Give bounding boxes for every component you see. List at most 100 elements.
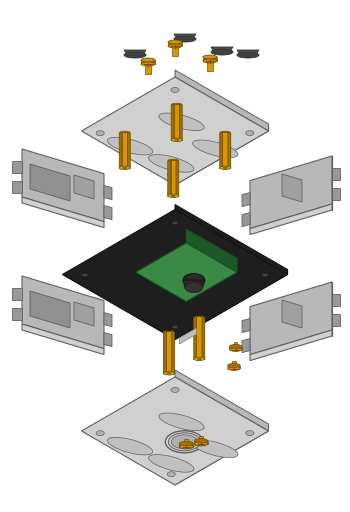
- Ellipse shape: [194, 315, 205, 318]
- Polygon shape: [211, 47, 233, 52]
- Ellipse shape: [122, 167, 127, 168]
- Polygon shape: [74, 302, 94, 326]
- Polygon shape: [250, 330, 332, 360]
- Ellipse shape: [203, 55, 217, 59]
- Polygon shape: [202, 316, 205, 359]
- Polygon shape: [12, 288, 22, 300]
- Polygon shape: [194, 280, 205, 288]
- Polygon shape: [228, 132, 231, 168]
- Polygon shape: [183, 280, 194, 288]
- Polygon shape: [332, 188, 340, 200]
- Ellipse shape: [179, 441, 193, 446]
- Polygon shape: [104, 333, 112, 347]
- Polygon shape: [175, 204, 288, 274]
- Polygon shape: [12, 308, 22, 320]
- Polygon shape: [176, 160, 179, 197]
- Polygon shape: [282, 174, 302, 202]
- Ellipse shape: [172, 325, 178, 329]
- Polygon shape: [166, 331, 172, 373]
- Ellipse shape: [223, 167, 228, 168]
- Polygon shape: [175, 424, 268, 485]
- Ellipse shape: [119, 166, 130, 169]
- Polygon shape: [332, 168, 340, 180]
- Ellipse shape: [167, 472, 175, 477]
- Polygon shape: [62, 209, 288, 339]
- Ellipse shape: [159, 113, 204, 131]
- Polygon shape: [186, 258, 237, 302]
- Ellipse shape: [228, 364, 240, 368]
- Ellipse shape: [171, 195, 175, 197]
- Polygon shape: [172, 42, 178, 56]
- Ellipse shape: [159, 413, 204, 431]
- Polygon shape: [168, 42, 182, 46]
- Ellipse shape: [141, 58, 155, 62]
- Polygon shape: [163, 331, 166, 374]
- Polygon shape: [332, 314, 340, 326]
- Polygon shape: [174, 34, 196, 39]
- Polygon shape: [104, 206, 112, 220]
- Ellipse shape: [141, 62, 155, 66]
- Polygon shape: [242, 338, 250, 353]
- Polygon shape: [250, 282, 332, 355]
- Ellipse shape: [194, 439, 208, 443]
- Polygon shape: [250, 156, 332, 228]
- Ellipse shape: [149, 155, 194, 172]
- Polygon shape: [220, 132, 223, 168]
- Polygon shape: [194, 441, 208, 443]
- Polygon shape: [180, 104, 182, 141]
- Ellipse shape: [168, 44, 182, 48]
- Ellipse shape: [107, 437, 153, 455]
- Polygon shape: [199, 436, 203, 443]
- Ellipse shape: [165, 431, 203, 453]
- Polygon shape: [12, 161, 22, 173]
- Ellipse shape: [220, 166, 231, 169]
- Polygon shape: [184, 438, 188, 446]
- Polygon shape: [22, 149, 104, 222]
- Polygon shape: [229, 347, 242, 349]
- Ellipse shape: [175, 139, 179, 140]
- Polygon shape: [104, 313, 112, 327]
- Polygon shape: [74, 175, 94, 199]
- Polygon shape: [242, 212, 250, 227]
- Polygon shape: [234, 342, 237, 349]
- Ellipse shape: [82, 273, 88, 277]
- Polygon shape: [124, 50, 146, 55]
- Ellipse shape: [179, 444, 193, 449]
- Polygon shape: [207, 57, 213, 71]
- Ellipse shape: [168, 433, 200, 451]
- Polygon shape: [135, 243, 237, 302]
- Polygon shape: [168, 160, 170, 197]
- Polygon shape: [22, 324, 104, 355]
- Ellipse shape: [172, 221, 178, 225]
- Ellipse shape: [183, 273, 205, 287]
- Ellipse shape: [119, 131, 130, 135]
- Polygon shape: [145, 60, 151, 74]
- Polygon shape: [22, 197, 104, 228]
- Polygon shape: [119, 132, 122, 168]
- Polygon shape: [179, 328, 197, 344]
- Polygon shape: [223, 132, 228, 167]
- Ellipse shape: [167, 172, 175, 177]
- Ellipse shape: [171, 88, 179, 93]
- Polygon shape: [171, 104, 174, 141]
- Ellipse shape: [193, 440, 238, 458]
- Polygon shape: [22, 276, 104, 349]
- Polygon shape: [141, 60, 155, 64]
- Ellipse shape: [168, 194, 179, 198]
- Ellipse shape: [163, 372, 174, 375]
- Ellipse shape: [185, 283, 203, 292]
- Ellipse shape: [194, 441, 208, 446]
- Polygon shape: [82, 377, 268, 485]
- Polygon shape: [175, 70, 268, 131]
- Polygon shape: [127, 132, 130, 168]
- Polygon shape: [30, 291, 70, 328]
- Polygon shape: [228, 366, 240, 368]
- Polygon shape: [232, 361, 236, 368]
- Polygon shape: [282, 300, 302, 328]
- Polygon shape: [250, 204, 332, 234]
- Polygon shape: [82, 77, 268, 185]
- Ellipse shape: [262, 273, 268, 277]
- Ellipse shape: [96, 131, 104, 136]
- Ellipse shape: [228, 366, 240, 370]
- Ellipse shape: [172, 435, 197, 449]
